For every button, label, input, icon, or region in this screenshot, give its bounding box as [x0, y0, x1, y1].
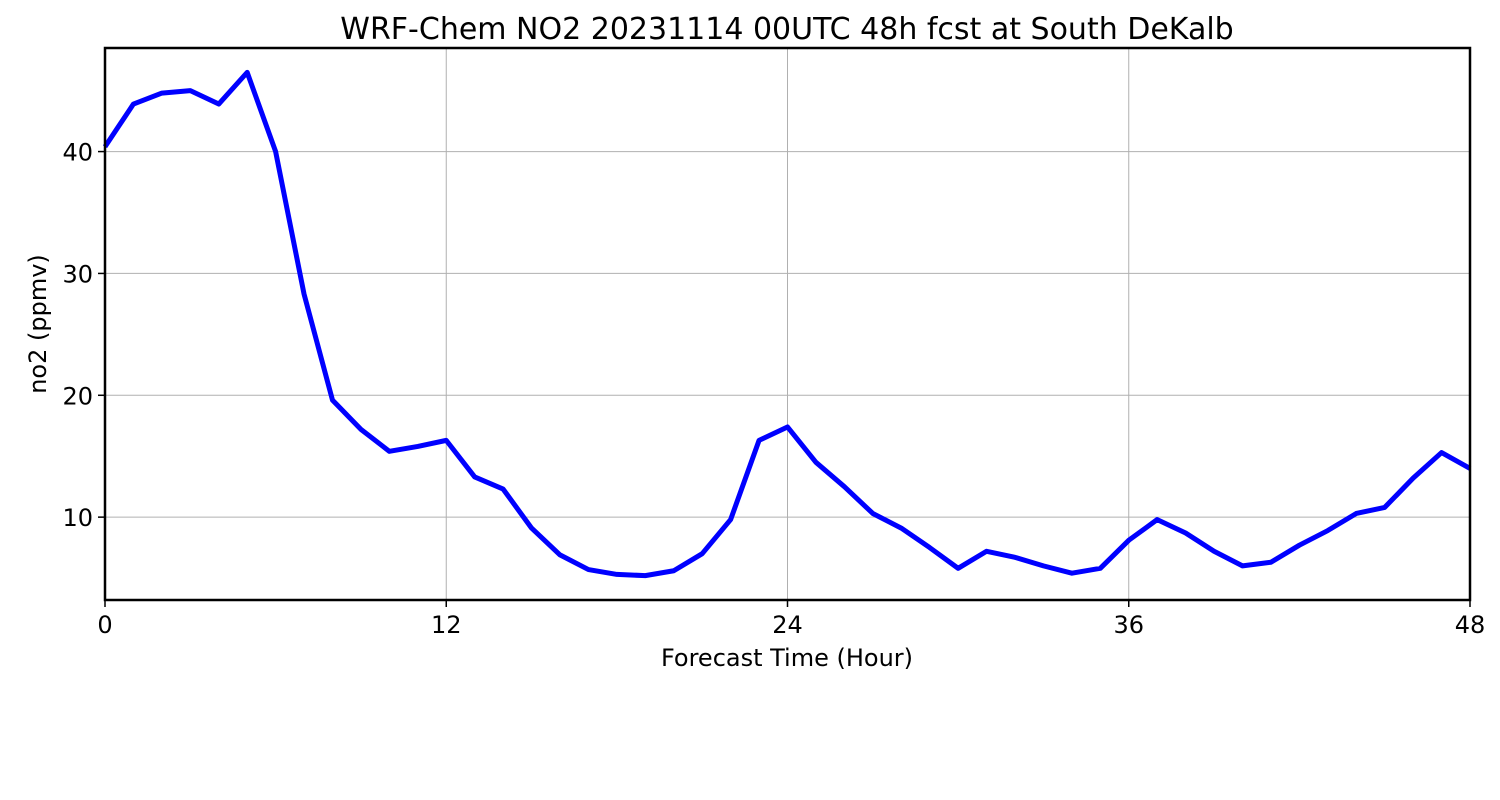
y-axis-title: no2 (ppmv) — [24, 254, 52, 394]
chart-title: WRF-Chem NO2 20231114 00UTC 48h fcst at … — [340, 12, 1233, 47]
series-layer — [102, 69, 1472, 579]
x-axis-title: Forecast Time (Hour) — [661, 644, 913, 672]
x-tick-labels: 0 12 24 36 48 — [97, 611, 1485, 639]
tick-marks — [98, 150, 1471, 607]
y-tick-label: 40 — [62, 139, 93, 167]
y-tick-labels: 10 20 30 40 — [62, 139, 93, 533]
x-tick-label: 12 — [431, 611, 462, 639]
no2-series-line — [102, 69, 1472, 579]
x-tick-label: 24 — [772, 611, 803, 639]
x-tick-label: 48 — [1455, 611, 1486, 639]
x-tick-label: 0 — [97, 611, 112, 639]
y-tick-label: 20 — [62, 382, 93, 410]
x-tick-label: 36 — [1113, 611, 1144, 639]
y-tick-label: 10 — [62, 504, 93, 532]
y-tick-label: 30 — [62, 260, 93, 288]
